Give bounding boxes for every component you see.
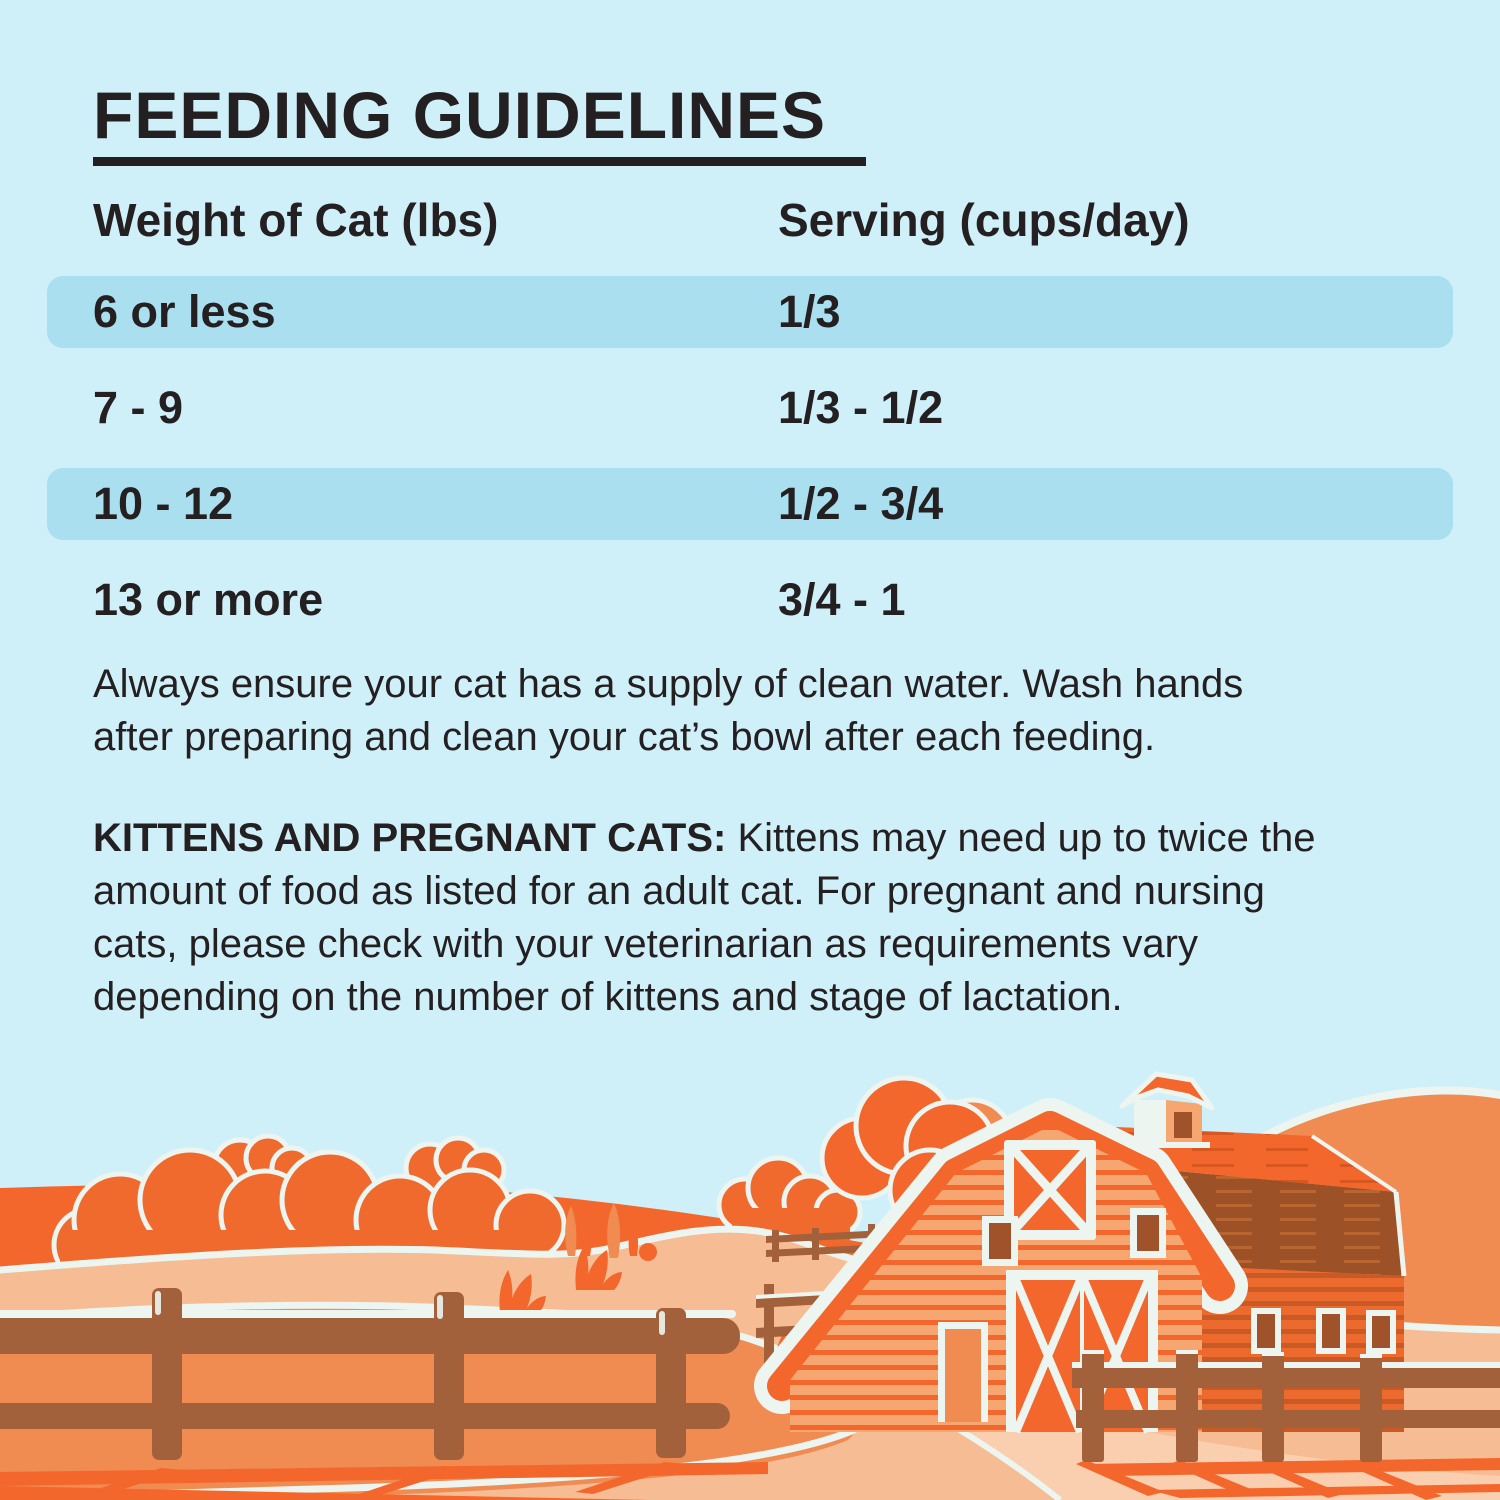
paragraph-line: KITTENS AND PREGNANT CATS: Kittens may n… xyxy=(93,812,1458,865)
feeding-table: Weight of Cat (lbs) Serving (cups/day) 6… xyxy=(47,188,1453,636)
paragraph-line-rest: Kittens may need up to twice the xyxy=(726,816,1316,860)
table-row: 7 - 9 1/3 - 1/2 xyxy=(47,372,1453,444)
table-row: 13 or more 3/4 - 1 xyxy=(47,564,1453,636)
cell-serving: 1/2 - 3/4 xyxy=(778,478,944,529)
table-row: 10 - 12 1/2 - 3/4 xyxy=(47,468,1453,540)
paragraph-lead: KITTENS AND PREGNANT CATS: xyxy=(93,816,727,860)
cell-serving: 1/3 xyxy=(778,286,841,337)
column-header-serving: Serving (cups/day) xyxy=(778,194,1190,246)
title-underline xyxy=(93,157,866,166)
cell-weight: 7 - 9 xyxy=(93,382,184,433)
barn-person-door xyxy=(938,1322,988,1422)
paragraph-line: amount of food as listed for an adult ca… xyxy=(93,869,1265,913)
fence-shadow xyxy=(1076,1458,1500,1500)
trees-center-cluster xyxy=(716,1155,863,1244)
kittens-advice-paragraph: KITTENS AND PREGNANT CATS: Kittens may n… xyxy=(93,812,1458,1024)
barn-front-windows xyxy=(982,1208,1166,1266)
cell-weight: 13 or more xyxy=(93,574,324,625)
cell-serving: 1/3 - 1/2 xyxy=(778,382,944,433)
page-title: FEEDING GUIDELINES xyxy=(93,78,827,152)
paragraph-line: depending on the number of kittens and s… xyxy=(93,975,1123,1019)
cupola xyxy=(1119,1071,1215,1148)
table-row: 6 or less 1/3 xyxy=(47,276,1453,348)
fence-shadow xyxy=(0,1462,768,1500)
barn-side-windows xyxy=(1251,1308,1396,1354)
farm-illustration xyxy=(0,1071,1500,1500)
paragraph-line: cats, please check with your veterinaria… xyxy=(93,922,1198,966)
right-fence xyxy=(1072,1350,1500,1500)
cell-serving: 3/4 - 1 xyxy=(778,574,906,625)
cell-weight: 10 - 12 xyxy=(93,478,234,529)
paragraph-line: Always ensure your cat has a supply of c… xyxy=(93,662,1244,706)
paragraph-line: after preparing and clean your cat’s bow… xyxy=(93,715,1156,759)
column-header-weight: Weight of Cat (lbs) xyxy=(93,194,499,246)
left-fence xyxy=(0,1288,768,1500)
table-header: Weight of Cat (lbs) Serving (cups/day) xyxy=(47,188,1453,252)
cell-weight: 6 or less xyxy=(93,286,276,337)
barn-side-wall xyxy=(1200,1266,1404,1432)
cypress-trees xyxy=(565,1203,657,1261)
hayloft-window xyxy=(1004,1140,1096,1240)
water-advice-paragraph: Always ensure your cat has a supply of c… xyxy=(93,658,1458,764)
